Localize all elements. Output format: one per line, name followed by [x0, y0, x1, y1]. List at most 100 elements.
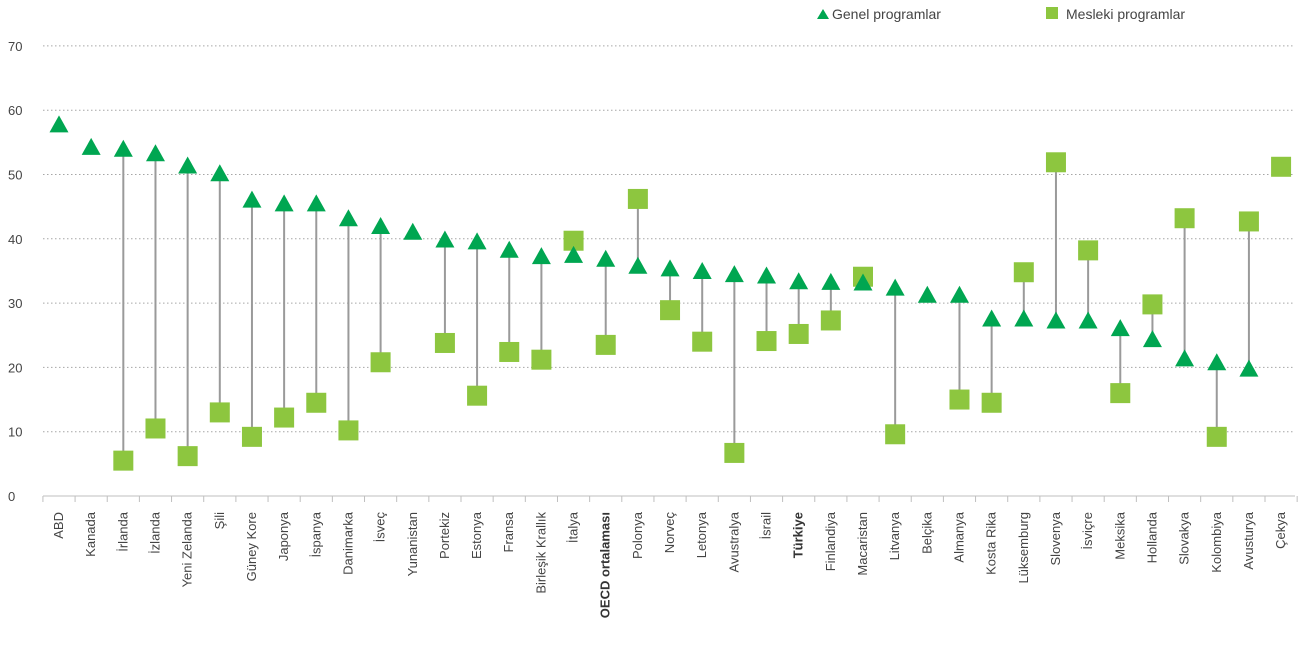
x-category-label: Macaristan [855, 512, 870, 576]
x-category-label: İtalya [566, 511, 581, 543]
x-category-label: Letonya [694, 511, 709, 558]
genel-marker [1046, 311, 1066, 329]
x-category-label: Belçika [919, 511, 934, 554]
x-category-label: Lüksemburg [1016, 512, 1031, 584]
legend-triangle-icon [817, 9, 829, 19]
legend: Genel programlar Mesleki programlar [817, 6, 1185, 22]
x-category-label: Şili [212, 512, 227, 529]
x-category-label: Hollanda [1144, 511, 1159, 563]
x-category-label: Danimarka [340, 511, 355, 575]
genel-marker [178, 156, 198, 174]
genel-marker [81, 137, 101, 155]
y-tick-label: 60 [8, 103, 22, 118]
x-category-label: Yunanistan [405, 512, 420, 576]
genel-marker [853, 273, 873, 291]
x-category-label: Fransa [501, 511, 516, 552]
x-category-label: ABD [51, 512, 66, 539]
genel-marker [1078, 311, 1098, 329]
mesleki-marker [145, 418, 166, 439]
genel-marker [274, 194, 294, 212]
mesleki-marker [692, 331, 713, 352]
mesleki-marker [820, 310, 841, 331]
genel-marker [371, 216, 391, 234]
connector-lines [122, 148, 1250, 461]
x-category-label: Güney Kore [244, 512, 259, 581]
genel-marker [789, 272, 809, 290]
x-category-label: İsrail [759, 512, 774, 540]
mesleki-marker [338, 420, 359, 441]
y-tick-label: 0 [8, 489, 15, 504]
x-category-label: Kanada [83, 511, 98, 557]
genel-marker [306, 194, 326, 212]
genel-marker [885, 278, 905, 296]
x-category-label: Estonya [469, 511, 484, 559]
mesleki-marker [595, 334, 616, 355]
x-category-label: İsveç [373, 512, 388, 543]
mesleki-marker [981, 392, 1002, 413]
mesleki-marker [1174, 208, 1195, 229]
x-category-label: OECD ortalaması [598, 512, 613, 618]
mesleki-marker [627, 188, 648, 209]
mesleki-marker [563, 230, 584, 251]
genel-marker [564, 245, 584, 263]
legend-item-mesleki: Mesleki programlar [1046, 6, 1185, 22]
x-category-label: İspanya [308, 511, 323, 557]
x-category-label: İsviçre [1080, 512, 1095, 550]
mesleki-marker [788, 323, 809, 344]
genel-marker [757, 266, 777, 284]
genel-marker [1142, 330, 1162, 348]
legend-square-icon [1046, 7, 1058, 19]
mesleki-marker [1142, 294, 1163, 315]
genel-marker [1014, 309, 1034, 327]
y-tick-label: 10 [8, 425, 22, 440]
mesleki-marker [1110, 383, 1131, 404]
x-category-label: Kolombiya [1209, 511, 1224, 572]
mesleki-marker [274, 407, 295, 428]
x-category-label: Polonya [630, 511, 645, 559]
genel-marker [467, 232, 487, 250]
x-category-label: Litvanya [887, 511, 902, 560]
genel-marker [210, 164, 230, 182]
genel-marker [338, 209, 358, 227]
y-axis-ticks: 0 10 20 30 40 50 60 70 [8, 39, 22, 504]
mesleki-marker [1238, 211, 1259, 232]
x-category-label: Portekiz [437, 512, 452, 559]
legend-label-mesleki: Mesleki programlar [1066, 6, 1185, 22]
genel-marker [596, 249, 616, 267]
genel-marker [145, 144, 165, 162]
mesleki-marker [660, 300, 681, 321]
genel-marker [628, 256, 648, 274]
genel-marker [821, 272, 841, 290]
mesleki-marker [949, 389, 970, 410]
x-axis-labels: ABD Kanada İrlanda İzlanda Yeni Zelanda Şili G… [42, 496, 1298, 618]
x-category-label: Avusturya [1241, 511, 1256, 569]
mesleki-marker [209, 402, 230, 423]
legend-label-genel: Genel programlar [832, 6, 941, 22]
genel-marker [49, 115, 69, 133]
genel-marker [982, 309, 1002, 327]
x-category-label: İrlanda [115, 511, 130, 552]
genel-marker [917, 285, 937, 303]
genel-marker [531, 247, 551, 265]
mesleki-marker [1271, 156, 1292, 177]
y-tick-label: 40 [8, 232, 22, 247]
x-category-label: Japonya [276, 511, 291, 561]
mesleki-marker [241, 426, 262, 447]
x-category-label: Norveç [662, 512, 677, 554]
x-category-label: Kosta Rika [984, 511, 999, 575]
genel-marker [113, 139, 133, 157]
x-category-label: Slovakya [1177, 511, 1192, 565]
x-category-label: İzlanda [147, 511, 162, 554]
genel-marker [1110, 319, 1130, 337]
x-category-label: Birleşik Krallık [533, 512, 548, 594]
genel-marker [403, 222, 423, 240]
x-category-label: Türkiye [791, 512, 806, 558]
genel-marker [499, 240, 519, 258]
mesleki-marker [531, 349, 552, 370]
genel-marker [1175, 349, 1195, 367]
x-category-label: Almanya [951, 511, 966, 562]
mesleki-marker [177, 446, 198, 467]
mesleki-marker [370, 352, 391, 373]
mesleki-marker [885, 424, 906, 445]
